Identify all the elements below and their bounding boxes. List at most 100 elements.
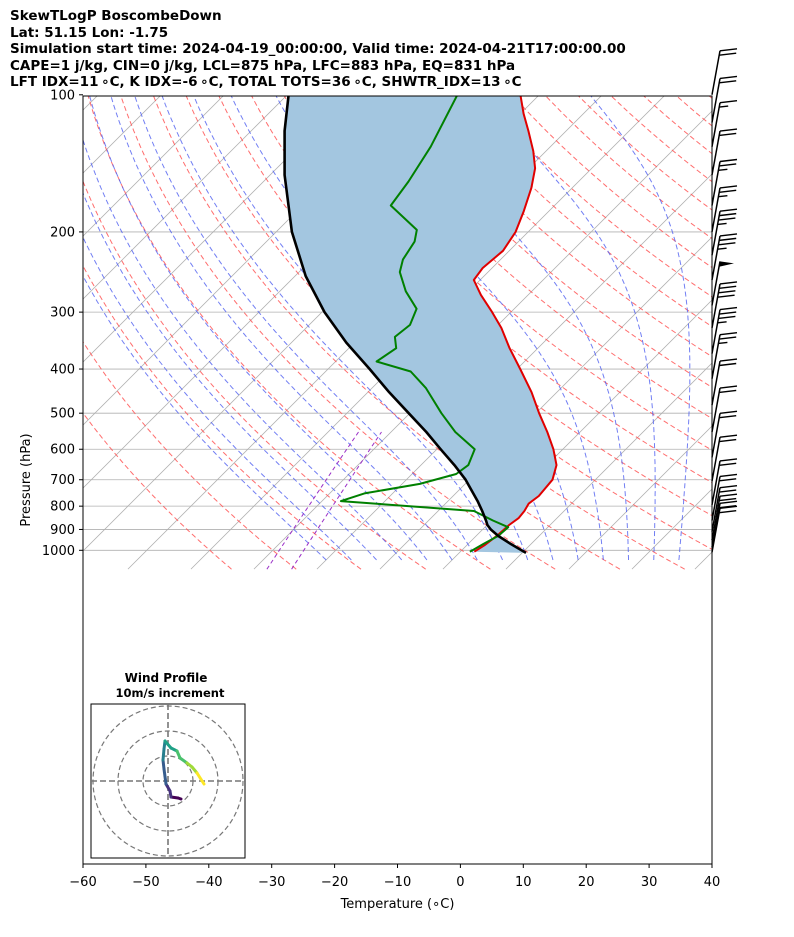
barb-staff [711,235,721,281]
wind-barb [711,233,738,281]
dry-adiabat [83,412,232,570]
moist-adiabat [161,96,503,561]
barb-feather [719,158,738,163]
dry-adiabat [316,96,712,451]
plot-area [83,96,712,570]
barb-half-feather [718,341,728,345]
barb-feather [719,438,737,443]
x-tick-label: −30 [258,875,285,890]
dry-adiabat [83,264,362,570]
barb-feather [718,242,736,246]
isotherm [83,96,98,111]
wind-barb [711,100,738,147]
barb-feather [719,500,738,505]
wind-barb [711,75,738,123]
hodograph-segment [195,771,206,786]
wind-barb [711,484,738,532]
barb-staff [711,211,721,256]
x-tick-label: −10 [384,875,411,890]
barb-feather [717,294,735,298]
x-tick-label: −40 [195,875,222,890]
inset-title: Wind Profile [125,671,208,685]
mixing-ratio-line [266,431,359,570]
barb-feather [719,385,738,389]
wind-barb [711,158,738,206]
wind-barb [711,505,738,553]
barb-staff [711,413,721,458]
wind-barb [711,128,738,176]
barb-feather [719,208,738,212]
location-line: Lat: 51.15 Lon: -1.75 [10,24,169,41]
wind-barb [711,185,738,233]
isotherm [253,110,712,570]
dry-adiabat [120,96,556,570]
barb-feather [719,478,737,482]
x-tick-label: −50 [132,875,159,890]
barb-staff [711,187,721,233]
barb-staff [711,102,721,147]
barb-feather [719,473,738,478]
wind-barb [711,331,738,379]
dry-adiabat [87,96,491,570]
dry-adiabat [447,96,712,328]
barb-staff [711,309,721,354]
moist-adiabat [398,96,629,560]
moist-adiabat [275,96,579,561]
moist-adiabat [110,96,453,561]
isotherm [694,551,712,570]
wind-barb [711,358,738,406]
barb-staff [711,161,721,206]
dry-adiabat [381,96,712,388]
barb-feather [719,75,738,80]
barb-staff [711,334,721,379]
y-tick-label: 200 [50,225,75,240]
dry-adiabat [83,180,426,570]
x-tick-label: 30 [641,875,658,890]
barb-staff [711,130,721,176]
wind-barb [711,208,738,256]
barb-feather [719,48,738,52]
isotherm [568,425,712,570]
barb-feather [719,505,738,509]
wind-barb [711,385,738,433]
wind-barb [711,493,738,541]
barb-feather [719,233,738,237]
y-tick-label: 300 [50,306,75,321]
x-tick-label: −20 [321,875,348,890]
moist-adiabat [83,191,377,561]
barb-feather [718,217,736,221]
cape-line: CAPE=1 j/kg, CIN=0 j/kg, LCL=875 hPa, LF… [10,57,516,74]
y-tick-label: 500 [50,407,75,422]
dry-adiabat [708,96,712,99]
barb-feather [719,358,738,362]
dry-adiabat [610,96,712,183]
wind-barb [711,261,734,306]
moist-adiabat [89,96,428,561]
barb-feather [719,458,738,462]
x-tick-label: 40 [704,875,721,890]
barb-staff [711,78,721,123]
barb-feather [719,185,738,189]
dry-adiabat [577,96,712,211]
isotherm [83,96,224,237]
barb-feather [719,434,738,438]
barb-feather [719,509,737,514]
barb-feather [718,290,736,294]
wind-barb [711,48,738,95]
hodograph-segment [162,767,168,786]
barb-half-feather [717,247,727,250]
barb-feather [719,462,737,467]
barb-half-feather [717,222,727,226]
barb-feather [719,128,738,132]
barb-feather [719,189,737,194]
chart-title: SkewTLogP BoscombeDown [10,8,222,24]
isotherm [83,96,287,300]
barb-feather [719,306,738,311]
barb-feather [719,237,737,242]
wind-barb [711,281,738,329]
temperature-line [472,96,558,553]
dewpoint-line [339,96,510,553]
moist-adiabat [590,96,691,561]
barb-feather [719,362,737,367]
